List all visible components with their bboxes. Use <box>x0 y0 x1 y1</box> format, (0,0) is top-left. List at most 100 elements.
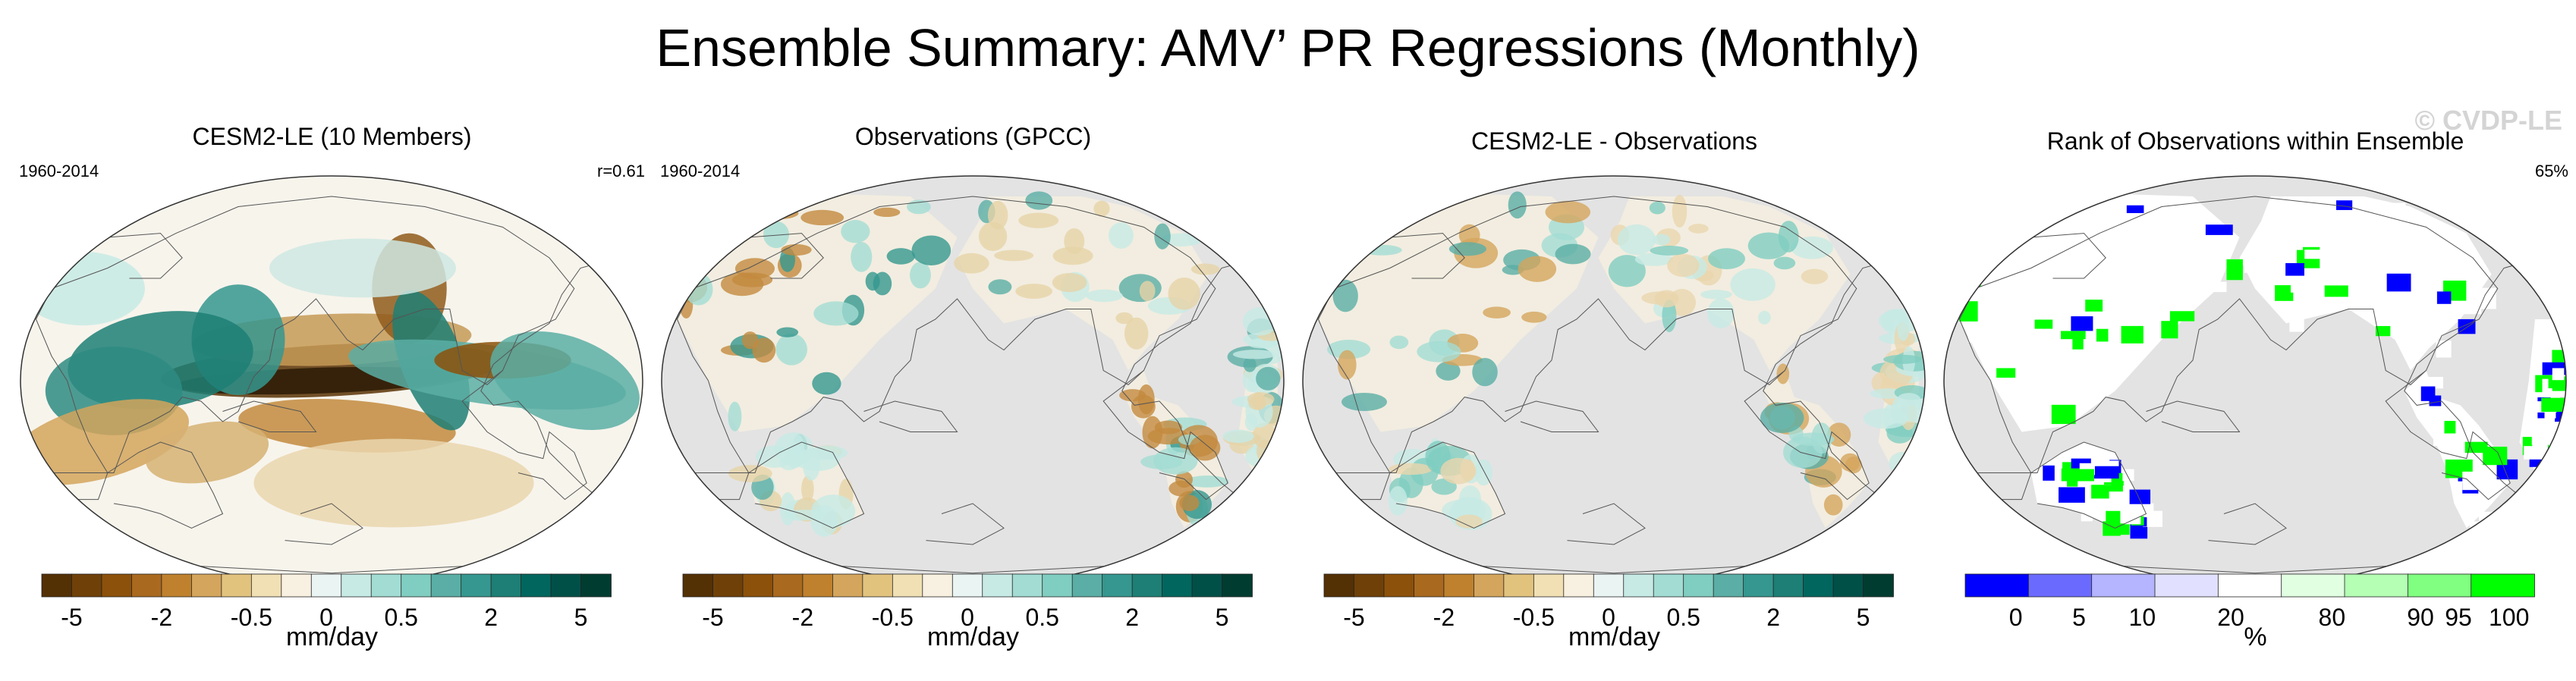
anomaly-region <box>1085 289 1123 303</box>
colorbar-tick-label: 90 <box>2407 604 2434 631</box>
colorbar-swatch <box>490 573 522 598</box>
anomaly-region <box>1650 245 1689 256</box>
colorbar-swatch <box>742 573 774 598</box>
colorbar-units: mm/day <box>927 623 1019 651</box>
anomaly-region <box>1730 268 1776 301</box>
anomaly-region <box>1388 486 1408 516</box>
anomaly-region <box>1483 306 1511 319</box>
colorbar-tick-label: 5 <box>1216 604 1229 631</box>
anomaly-region <box>1458 224 1480 246</box>
anomaly-region <box>775 333 807 366</box>
panel-title: Observations (GPCC) <box>854 123 1092 150</box>
colorbar-tick-label: -0.5 <box>872 604 914 631</box>
rank-cell <box>2290 281 2308 293</box>
anomaly-region <box>1064 228 1085 255</box>
anomaly-region <box>684 273 713 306</box>
rank-cell <box>2059 487 2085 503</box>
rank-cell <box>2033 358 2051 378</box>
anomaly-region <box>1154 223 1171 249</box>
rank-cell <box>2425 273 2436 286</box>
anomaly-region <box>1707 298 1735 328</box>
land-area <box>1950 192 2240 432</box>
anomaly-region <box>774 432 814 466</box>
anomaly-region <box>253 438 534 528</box>
colorbar-swatch <box>1354 573 1385 598</box>
anomaly-region <box>728 465 772 482</box>
rank-cell <box>2285 262 2304 276</box>
rank-cell <box>2324 285 2348 297</box>
anomaly-region <box>1346 193 1376 224</box>
colorbar-swatch <box>1713 573 1744 598</box>
anomaly-region <box>1124 317 1149 350</box>
colorbar-tick-label: -2 <box>792 604 813 631</box>
anomaly-region <box>1773 256 1796 270</box>
anomaly-region <box>1168 480 1194 497</box>
rank-cell <box>2462 471 2483 491</box>
anomaly-region <box>1052 272 1087 293</box>
panel-observations: Observations (GPCC) 1960-2014 -5 -2 -0.5 0 0… <box>653 121 1294 652</box>
rank-cell <box>2386 273 2411 292</box>
rank-cell <box>2085 300 2103 312</box>
anomaly-region <box>145 421 269 484</box>
panel-title: CESM2-LE - Observations <box>1470 127 1757 155</box>
colorbar-swatch <box>1191 573 1223 598</box>
rank-cell <box>2364 249 2389 263</box>
colorbar-swatch <box>2281 573 2345 598</box>
anomaly-region <box>1327 340 1371 359</box>
colorbar-swatch <box>1414 573 1445 598</box>
rank-cell <box>2051 404 2076 425</box>
rank-cell <box>2204 237 2216 249</box>
colorbar-swatch <box>1832 573 1864 598</box>
anomaly-region <box>728 401 742 432</box>
coastline <box>662 196 1216 501</box>
anomaly-region <box>1338 350 1357 380</box>
anomaly-region <box>1672 195 1687 228</box>
anomaly-region <box>1314 208 1348 220</box>
rank-cell <box>2043 465 2055 481</box>
rank-cell <box>2200 281 2227 293</box>
colorbar-tick-label: 5 <box>574 604 588 631</box>
colorbar-swatch <box>772 573 804 598</box>
coastline <box>1763 221 1925 556</box>
colorbar-swatch <box>2344 573 2409 598</box>
anomaly-region <box>1521 311 1547 323</box>
rank-cell <box>2129 489 2151 504</box>
coastline <box>1944 196 2499 501</box>
anomaly-region <box>851 241 873 272</box>
anomaly-region <box>886 248 915 265</box>
colorbar-swatch <box>1131 573 1163 598</box>
anomaly-region <box>808 445 848 460</box>
coastline <box>2385 370 2511 501</box>
anomaly-region <box>1018 212 1059 228</box>
anomaly-region <box>1232 350 1277 359</box>
anomaly-region <box>1247 392 1275 406</box>
coastline <box>748 441 865 529</box>
colorbar-swatch <box>832 573 863 598</box>
coastline <box>20 196 575 501</box>
period-label: 1960-2014 <box>19 162 99 180</box>
rank-cell <box>1996 368 2016 378</box>
anomaly-region <box>1649 201 1665 215</box>
map-rank <box>1943 175 2567 586</box>
anomaly-region <box>1222 429 1254 443</box>
coastline <box>1769 179 1864 208</box>
colorbar-swatch <box>922 573 954 598</box>
anomaly-region <box>1708 248 1745 269</box>
rank-cell <box>2472 521 2486 541</box>
colorbar-tick-label: 10 <box>2129 604 2156 631</box>
colorbar-swatch <box>41 573 73 598</box>
colorbar-tick-label: 0 <box>2009 604 2023 631</box>
rank-cell <box>1958 278 1981 287</box>
coastline <box>1744 370 1870 501</box>
coastline <box>285 503 363 545</box>
rank-cell <box>2540 472 2562 491</box>
anomaly-region <box>1168 278 1200 310</box>
anomaly-region <box>1508 191 1527 219</box>
rank-cell <box>2552 368 2565 381</box>
anomaly-region <box>1109 222 1134 249</box>
panel-model: CESM2-LE (10 Members) 1960-2014 r=0.61 -… <box>11 121 653 652</box>
anomaly-region <box>1662 299 1677 333</box>
map-observations <box>661 175 1285 586</box>
colorbar-tick-label: 0 <box>1602 604 1615 631</box>
anomaly-region <box>841 220 870 243</box>
